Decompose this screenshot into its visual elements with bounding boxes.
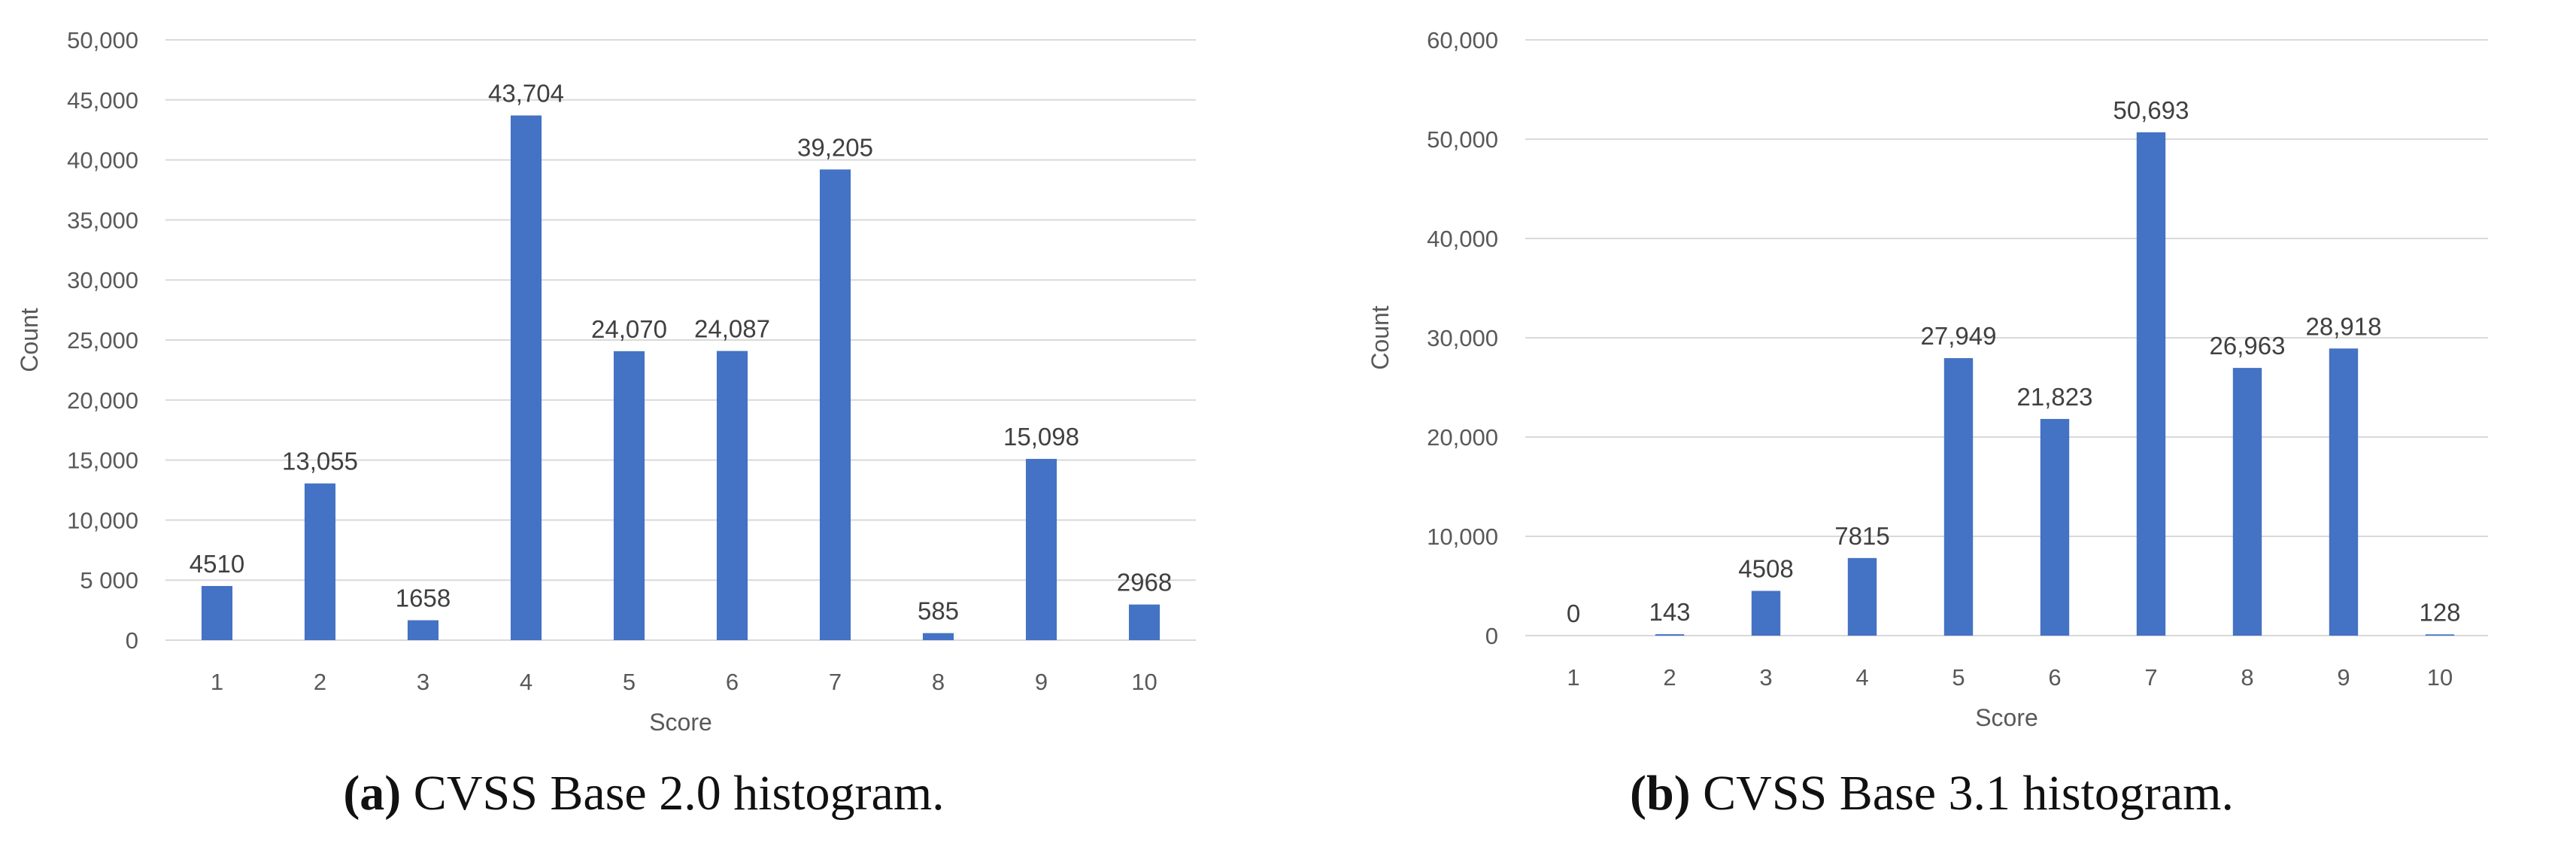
x-tick-label: 8 <box>2241 664 2253 691</box>
caption-a: (a) CVSS Base 2.0 histogram. <box>0 760 1288 827</box>
x-tick-label: 8 <box>932 669 945 695</box>
x-tick-label: 9 <box>1035 669 1048 695</box>
data-label: 24,087 <box>694 315 770 343</box>
y-tick-label: 45,000 <box>67 87 138 114</box>
x-tick-label: 5 <box>623 669 636 695</box>
caption-b-text: CVSS Base 3.1 histogram. <box>1703 766 2235 821</box>
bar-score-6 <box>2040 418 2070 636</box>
data-label: 43,704 <box>488 79 564 107</box>
x-tick-label: 10 <box>1131 669 1157 695</box>
y-tick-label: 40,000 <box>1427 226 1498 252</box>
x-tick-label: 9 <box>2337 664 2350 691</box>
histogram-panel-a: 0 5 000 10,000 15,000 20,000 25,000 30,000 35,0… <box>0 27 1288 827</box>
bar-score-6 <box>716 351 748 640</box>
y-tick-label: 35,000 <box>67 207 138 233</box>
data-label: 26,963 <box>2210 332 2286 360</box>
y-tick-label: 30,000 <box>67 267 138 293</box>
x-tick-label: 2 <box>314 669 326 695</box>
y-tick-label: 0 <box>1485 623 1498 649</box>
data-label: 143 <box>1649 598 1690 626</box>
data-label: 27,949 <box>1921 322 1997 350</box>
x-tick-label: 4 <box>520 669 532 695</box>
x-axis-title: Score <box>649 709 712 736</box>
y-tick-label: 20,000 <box>1427 424 1498 451</box>
bar-score-8 <box>922 633 954 640</box>
caption-b-tag: (b) <box>1629 766 1691 821</box>
x-tick-label: 5 <box>1952 664 1965 691</box>
data-label: 13,055 <box>282 448 358 475</box>
x-tick-label: 1 <box>1567 664 1579 691</box>
caption-b: (b) CVSS Base 3.1 histogram. <box>1288 760 2576 827</box>
x-tick-label: 6 <box>2048 664 2061 691</box>
y-tick-label: 40,000 <box>67 147 138 174</box>
y-tick-label: 5 000 <box>80 567 138 594</box>
bar-score-3 <box>1751 590 1781 636</box>
data-label: 4510 <box>190 550 244 578</box>
y-tick-label: 20,000 <box>67 387 138 414</box>
data-label: 24,070 <box>591 315 667 343</box>
y-axis-title: Count <box>16 308 43 372</box>
caption-a-tag: (a) <box>343 766 402 821</box>
bar-score-9 <box>1025 459 1057 640</box>
bar-score-5 <box>613 351 645 640</box>
y-tick-label: 25,000 <box>67 327 138 354</box>
x-tick-label: 4 <box>1855 664 1868 691</box>
y-tick-label: 50,000 <box>1427 126 1498 153</box>
x-tick-label: 3 <box>1759 664 1772 691</box>
bar-score-7 <box>819 169 851 640</box>
y-tick-label: 15,000 <box>67 448 138 474</box>
data-label: 50,693 <box>2113 96 2189 124</box>
x-tick-label: 3 <box>417 669 429 695</box>
data-label: 7815 <box>1834 522 1889 550</box>
data-label: 39,205 <box>797 133 873 161</box>
data-label: 0 <box>1567 600 1580 627</box>
y-tick-label: 10,000 <box>67 507 138 533</box>
x-tick-label: 1 <box>211 669 223 695</box>
x-tick-label: 7 <box>829 669 842 695</box>
bar-score-1 <box>201 586 233 640</box>
x-tick-label: 7 <box>2144 664 2157 691</box>
x-tick-label: 6 <box>726 669 739 695</box>
y-tick-label: 0 <box>126 627 138 654</box>
data-label: 4508 <box>1738 554 1793 582</box>
bar-score-10 <box>1128 604 1161 640</box>
y-tick-label: 30,000 <box>1427 325 1498 351</box>
y-tick-label: 10,000 <box>1427 524 1498 550</box>
bar-score-3 <box>407 620 439 640</box>
bar-score-7 <box>2136 132 2166 636</box>
x-tick-label: 10 <box>2427 664 2453 691</box>
y-tick-label: 50,000 <box>67 27 138 53</box>
data-label: 585 <box>918 597 959 625</box>
bar-score-10 <box>2425 634 2455 636</box>
data-label: 15,098 <box>1003 423 1079 451</box>
bar-score-5 <box>1943 358 1974 636</box>
caption-a-text: CVSS Base 2.0 histogram. <box>413 766 945 821</box>
x-axis-title: Score <box>1975 704 2038 731</box>
bar-score-8 <box>2232 368 2262 636</box>
bar-score-9 <box>2329 348 2359 636</box>
cvss-3-1-histogram-chart: 0 10,000 20,000 30,000 40,000 50,000 60,000 0 1 1… <box>1367 27 2488 731</box>
histogram-panel-b: 0 10,000 20,000 30,000 40,000 50,000 60,000 0 1 1… <box>1288 0 2576 844</box>
data-label: 28,918 <box>2306 312 2382 340</box>
bar-score-4 <box>510 115 542 641</box>
data-label: 2968 <box>1117 569 1172 597</box>
data-label: 21,823 <box>2017 383 2093 411</box>
bar-score-2 <box>1655 634 1685 636</box>
data-label: 1658 <box>396 584 451 612</box>
bar-score-2 <box>304 483 336 640</box>
x-tick-label: 2 <box>1663 664 1676 691</box>
y-tick-label: 60,000 <box>1427 27 1498 53</box>
bar-score-4 <box>1847 557 1877 636</box>
data-label: 128 <box>2419 598 2460 626</box>
y-axis-title: Count <box>1367 305 1394 370</box>
cvss-2-0-histogram-chart: 0 5 000 10,000 15,000 20,000 25,000 30,000 35,0… <box>16 27 1196 736</box>
